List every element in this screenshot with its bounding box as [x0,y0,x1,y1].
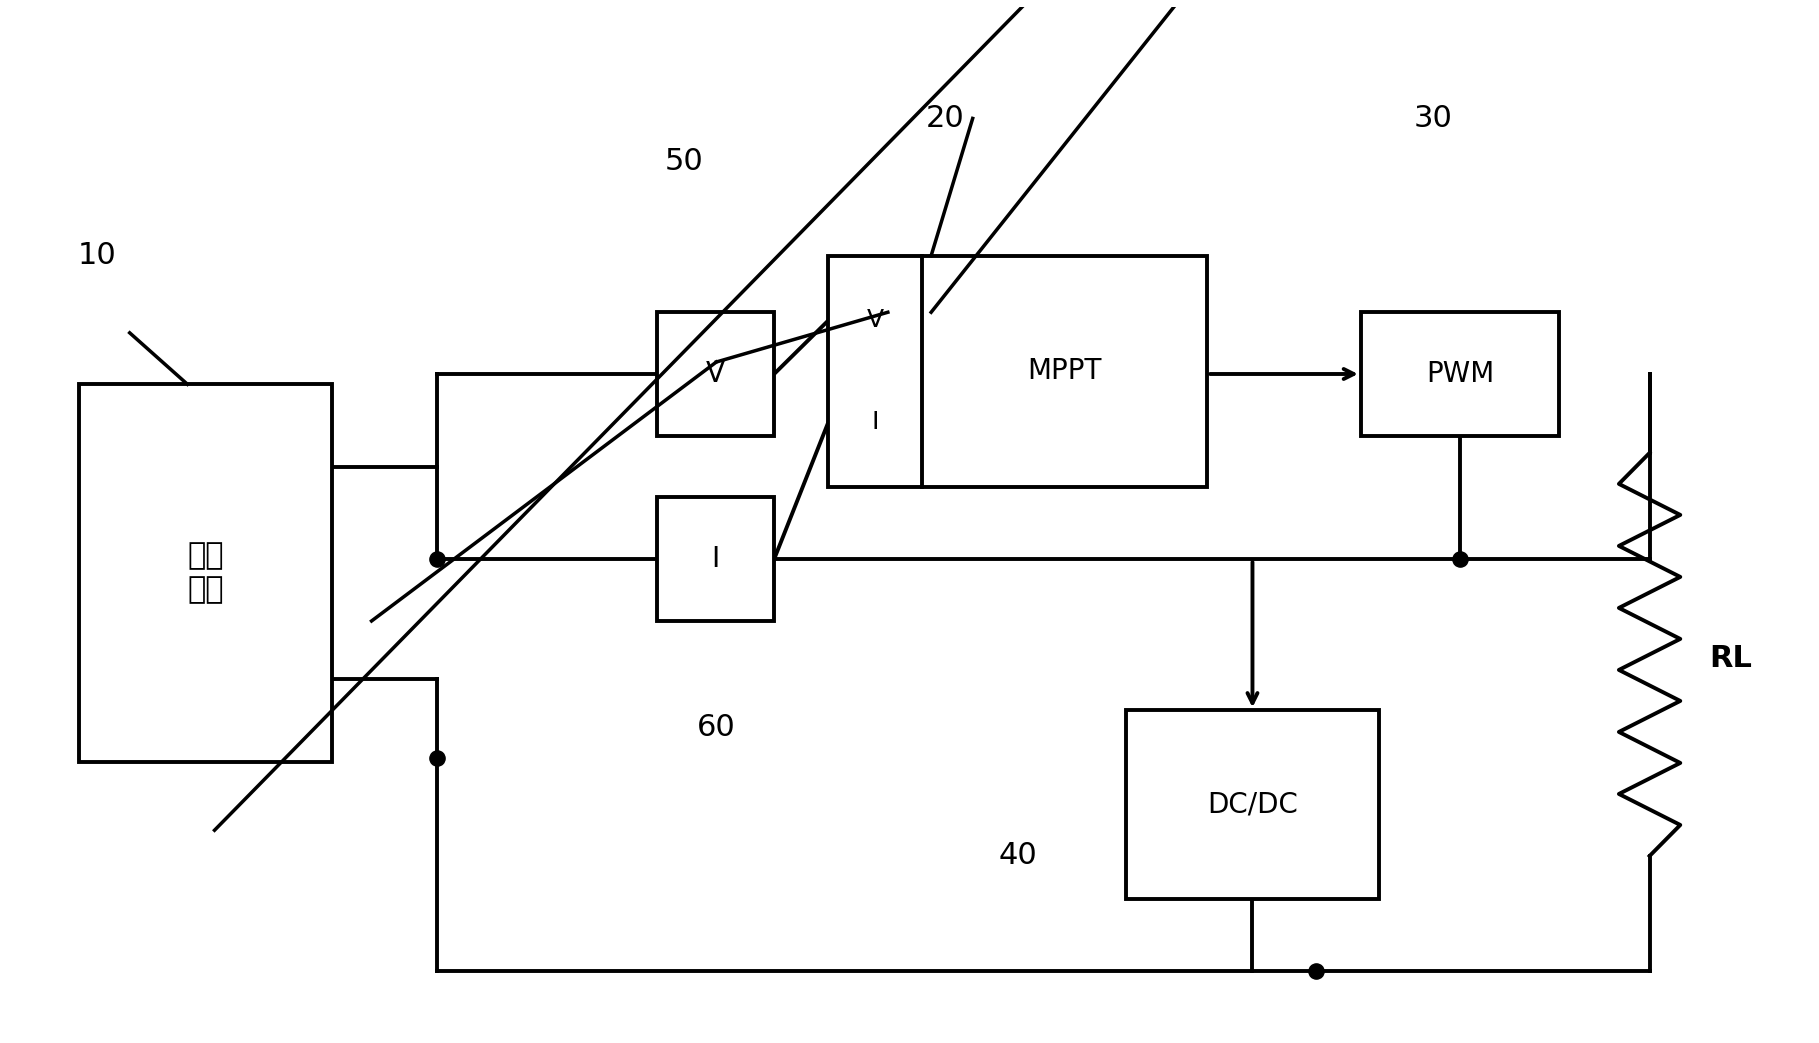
Text: 40: 40 [999,842,1037,871]
Text: 60: 60 [697,712,735,742]
Text: PWM: PWM [1426,360,1493,388]
Text: RL: RL [1710,645,1752,673]
Point [1301,963,1330,979]
Point [1446,551,1475,567]
Bar [657,312,775,436]
Text: I: I [711,545,720,574]
Text: V: V [866,309,884,333]
Text: 10: 10 [78,241,116,270]
Text: 20: 20 [926,104,964,132]
Bar [1361,312,1559,436]
Text: DC/DC: DC/DC [1208,791,1299,819]
Bar [80,384,331,761]
Text: MPPT: MPPT [1028,358,1102,386]
Point [422,551,451,567]
Text: 50: 50 [664,147,704,176]
Bar [1126,710,1379,899]
Text: 光伏
阵列: 光伏 阵列 [187,541,224,604]
Text: 30: 30 [1413,104,1452,132]
Bar [828,256,1208,487]
Text: I: I [871,410,879,434]
Bar [657,498,775,621]
Point [422,750,451,767]
Text: V: V [706,360,726,388]
